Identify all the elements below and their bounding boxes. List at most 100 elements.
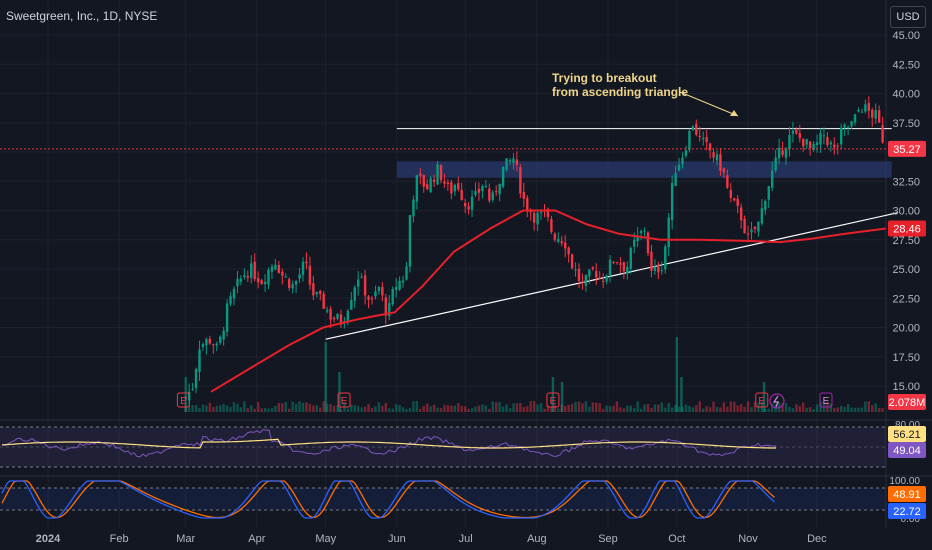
volume-bar <box>498 402 501 412</box>
volume-bar <box>664 407 667 412</box>
ma-badge-label: 28.46 <box>893 224 921 236</box>
candle-body <box>443 181 446 184</box>
candle-body <box>822 135 826 137</box>
volume-bar <box>877 408 881 412</box>
candle-body <box>357 279 360 287</box>
volume-bar <box>212 407 215 412</box>
price-tick-label: 27.50 <box>892 235 920 247</box>
candle-body <box>274 264 277 270</box>
candle-body <box>522 191 526 199</box>
volume-bar <box>829 403 833 412</box>
price-tick-label: 15.00 <box>892 381 920 393</box>
volume-bar <box>791 408 795 412</box>
volume-bar <box>643 404 646 412</box>
volume-bar <box>512 403 515 412</box>
volume-spike <box>680 377 683 412</box>
volume-bar <box>505 404 508 412</box>
volume-spike <box>184 377 187 412</box>
candle-body <box>681 157 684 165</box>
candle-body <box>691 126 695 131</box>
volume-bar <box>860 407 864 412</box>
candle-body <box>550 219 553 232</box>
volume-bar <box>187 405 191 412</box>
time-tick-label: May <box>315 533 336 545</box>
volume-bar <box>608 406 612 412</box>
candle-body <box>629 248 632 269</box>
volume-bar <box>874 403 877 412</box>
candle-body <box>708 143 712 151</box>
ma-badge <box>888 220 926 237</box>
volume-bar <box>222 403 225 412</box>
volume-bar <box>501 406 505 412</box>
volume-bar <box>626 405 629 412</box>
candle-body <box>812 143 815 150</box>
earnings-marker[interactable] <box>176 392 190 408</box>
candle-body <box>726 175 729 188</box>
candle-body <box>291 284 294 289</box>
volume-bar <box>840 406 843 412</box>
earnings-marker[interactable] <box>337 392 351 408</box>
volume-bar <box>291 401 294 412</box>
volume-bar <box>270 407 274 412</box>
candle-body <box>208 338 212 344</box>
volume-bar <box>688 406 691 412</box>
future-earnings-marker[interactable] <box>819 392 833 408</box>
earnings-marker[interactable] <box>755 392 769 408</box>
volume-bar <box>743 406 746 412</box>
currency-button[interactable]: USD <box>890 6 926 28</box>
candle-body <box>446 182 450 184</box>
candle-body <box>229 296 232 304</box>
volume-bar <box>581 403 584 412</box>
candle-body <box>246 276 250 278</box>
volume-bar <box>539 402 543 412</box>
volume-bar <box>346 408 350 412</box>
candle-body <box>846 126 850 128</box>
volume-bar <box>370 407 374 412</box>
candle-body <box>615 262 619 264</box>
volume-bar <box>453 405 457 412</box>
volume-bar <box>871 405 874 412</box>
volume-bar <box>639 408 643 412</box>
volume-bar <box>288 408 291 412</box>
candle-body <box>539 211 543 213</box>
volume-bar <box>532 401 536 412</box>
candle-body <box>463 202 467 207</box>
candle-body <box>626 266 629 274</box>
volume-bar <box>695 405 698 412</box>
volume-bar <box>553 405 557 412</box>
volume-bar <box>488 408 491 412</box>
volume-spike <box>324 342 327 412</box>
candle-body <box>829 142 833 145</box>
volume-bar <box>277 402 281 412</box>
volume-bar <box>219 405 222 412</box>
volume-bar <box>729 401 733 412</box>
earnings-marker[interactable] <box>546 392 560 408</box>
candle-body <box>877 110 881 123</box>
volume-bar <box>598 403 601 412</box>
stoch-band <box>0 488 886 510</box>
candle-body <box>705 136 708 142</box>
volume-bar <box>319 407 322 412</box>
volume-bar <box>312 405 315 412</box>
candle-body <box>346 310 350 322</box>
time-tick-label: Oct <box>668 533 685 545</box>
volume-bar <box>591 402 595 412</box>
candle-body <box>260 280 263 285</box>
volume-bar <box>846 404 850 412</box>
volume-badge-label: 2.078M <box>889 397 926 409</box>
candle-body <box>715 154 719 161</box>
volume-bar <box>374 406 377 412</box>
volume-bar <box>477 405 481 412</box>
volume-spike <box>338 372 341 412</box>
candle-body <box>315 291 319 295</box>
volume-bar <box>294 403 298 412</box>
candle-body <box>367 296 370 300</box>
candle-body <box>833 144 836 148</box>
candle-body <box>608 259 612 276</box>
candle-body <box>767 186 770 200</box>
dividend-icon[interactable] <box>769 393 785 409</box>
volume-bars <box>184 337 884 412</box>
candle-body <box>401 280 405 283</box>
volume-bar <box>805 407 808 412</box>
volume-bar <box>522 407 526 412</box>
